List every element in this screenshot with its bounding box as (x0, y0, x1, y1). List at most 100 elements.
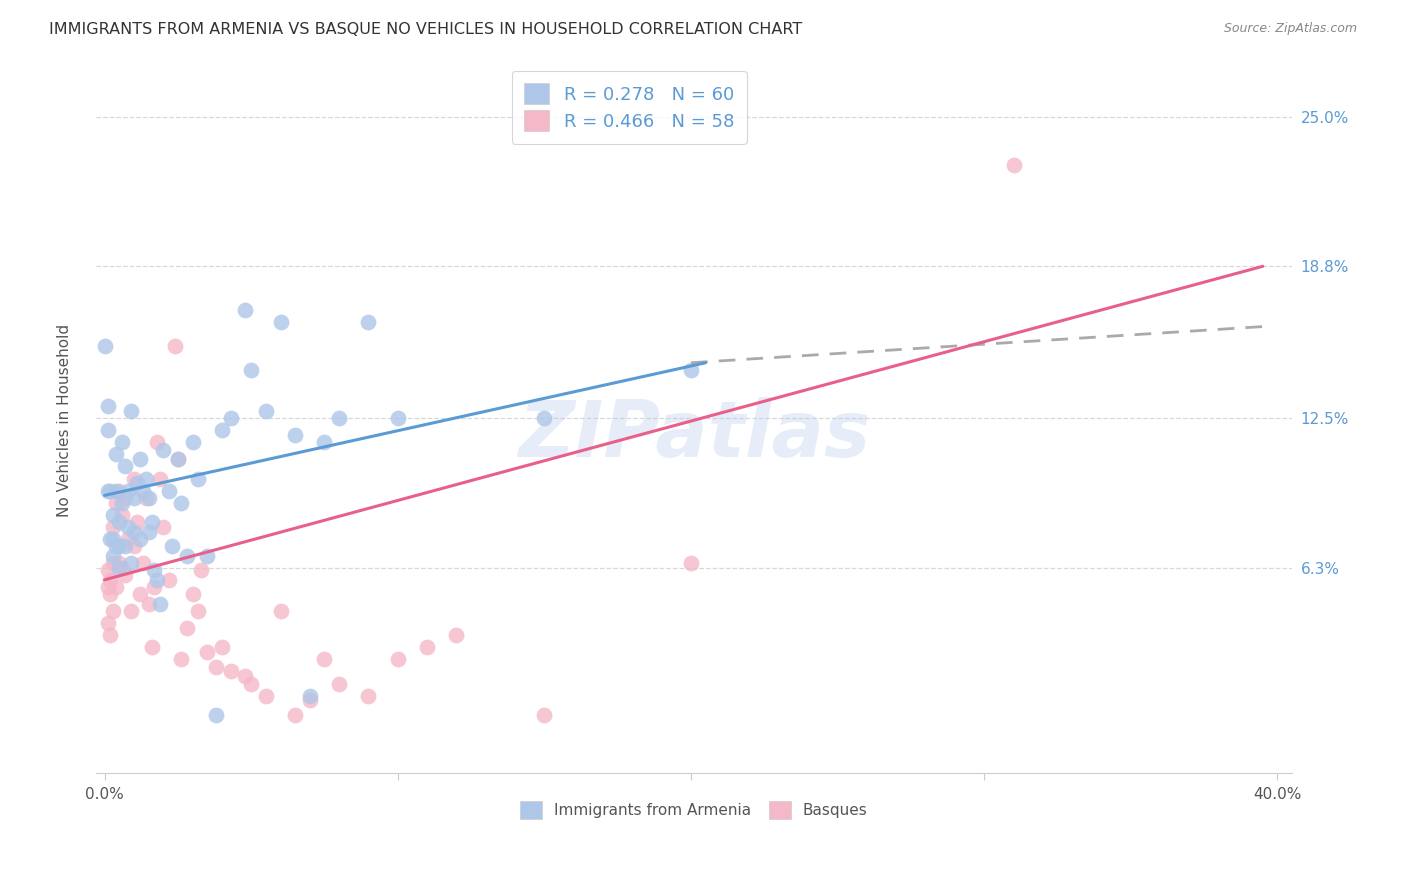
Point (96, 580, 118, 594)
Point (195, 645, 218, 659)
Point (284, 428, 307, 442)
Point (141, 640, 163, 655)
Point (96, 399, 118, 413)
Point (176, 621, 198, 635)
Point (103, 604, 125, 618)
Point (96, 563, 118, 577)
Point (120, 404, 142, 418)
Point (1002, 158, 1025, 172)
Point (108, 515, 131, 529)
Point (190, 563, 212, 577)
Legend: Immigrants from Armenia, Basques: Immigrants from Armenia, Basques (515, 795, 873, 825)
Point (96, 423, 118, 437)
Point (170, 495, 193, 509)
Point (103, 556, 125, 570)
Point (108, 556, 131, 570)
Point (105, 580, 128, 594)
Point (146, 573, 169, 587)
Point (152, 520, 174, 534)
Point (160, 539, 183, 553)
Point (314, 435, 336, 450)
Point (108, 539, 131, 553)
Text: ZIPatlas: ZIPatlas (517, 397, 870, 473)
Point (270, 315, 292, 329)
Point (357, 689, 380, 703)
Point (103, 520, 125, 534)
Point (105, 447, 128, 461)
Point (387, 411, 409, 425)
Point (96, 616, 118, 631)
Point (141, 515, 163, 529)
Point (176, 549, 198, 563)
Point (128, 587, 150, 601)
Point (240, 676, 263, 690)
Point (219, 411, 242, 425)
Point (679, 363, 702, 377)
Point (416, 640, 439, 655)
Y-axis label: No Vehicles in Household: No Vehicles in Household (58, 324, 72, 517)
Point (122, 524, 145, 539)
Point (96, 483, 118, 498)
Point (131, 556, 153, 570)
Point (138, 597, 160, 611)
Point (111, 508, 134, 522)
Point (131, 483, 153, 498)
Point (143, 580, 166, 594)
Point (205, 707, 228, 722)
Point (138, 491, 160, 505)
Point (103, 549, 125, 563)
Point (284, 707, 307, 722)
Point (314, 652, 336, 666)
Point (122, 539, 145, 553)
Point (533, 707, 555, 722)
Point (679, 556, 702, 570)
Point (143, 563, 166, 577)
Point (240, 363, 263, 377)
Point (111, 560, 134, 574)
Point (103, 532, 125, 546)
Point (181, 587, 204, 601)
Point (233, 669, 256, 683)
Point (105, 495, 128, 509)
Point (120, 556, 142, 570)
Point (103, 508, 125, 522)
Point (114, 491, 136, 505)
Point (100, 483, 122, 498)
Point (170, 652, 193, 666)
Point (111, 495, 134, 509)
Point (146, 435, 169, 450)
Point (117, 483, 139, 498)
Point (100, 532, 122, 546)
Point (533, 411, 555, 425)
Point (120, 604, 142, 618)
Point (211, 640, 233, 655)
Point (128, 452, 150, 467)
Point (167, 452, 190, 467)
Point (122, 491, 145, 505)
Point (125, 515, 148, 529)
Point (254, 689, 277, 703)
Point (138, 524, 160, 539)
Point (270, 604, 292, 618)
Point (163, 339, 186, 353)
Point (135, 471, 157, 485)
Point (114, 568, 136, 582)
Point (93, 339, 115, 353)
Text: Source: ZipAtlas.com: Source: ZipAtlas.com (1223, 22, 1357, 36)
Point (328, 676, 350, 690)
Point (211, 423, 233, 437)
Point (254, 404, 277, 418)
Point (100, 628, 122, 642)
Point (149, 597, 172, 611)
Point (117, 532, 139, 546)
Point (100, 587, 122, 601)
Point (157, 483, 180, 498)
Point (187, 471, 209, 485)
Point (117, 520, 139, 534)
Point (167, 452, 190, 467)
Point (108, 560, 131, 574)
Point (108, 483, 131, 498)
Point (111, 435, 134, 450)
Point (122, 471, 145, 485)
Point (135, 491, 157, 505)
